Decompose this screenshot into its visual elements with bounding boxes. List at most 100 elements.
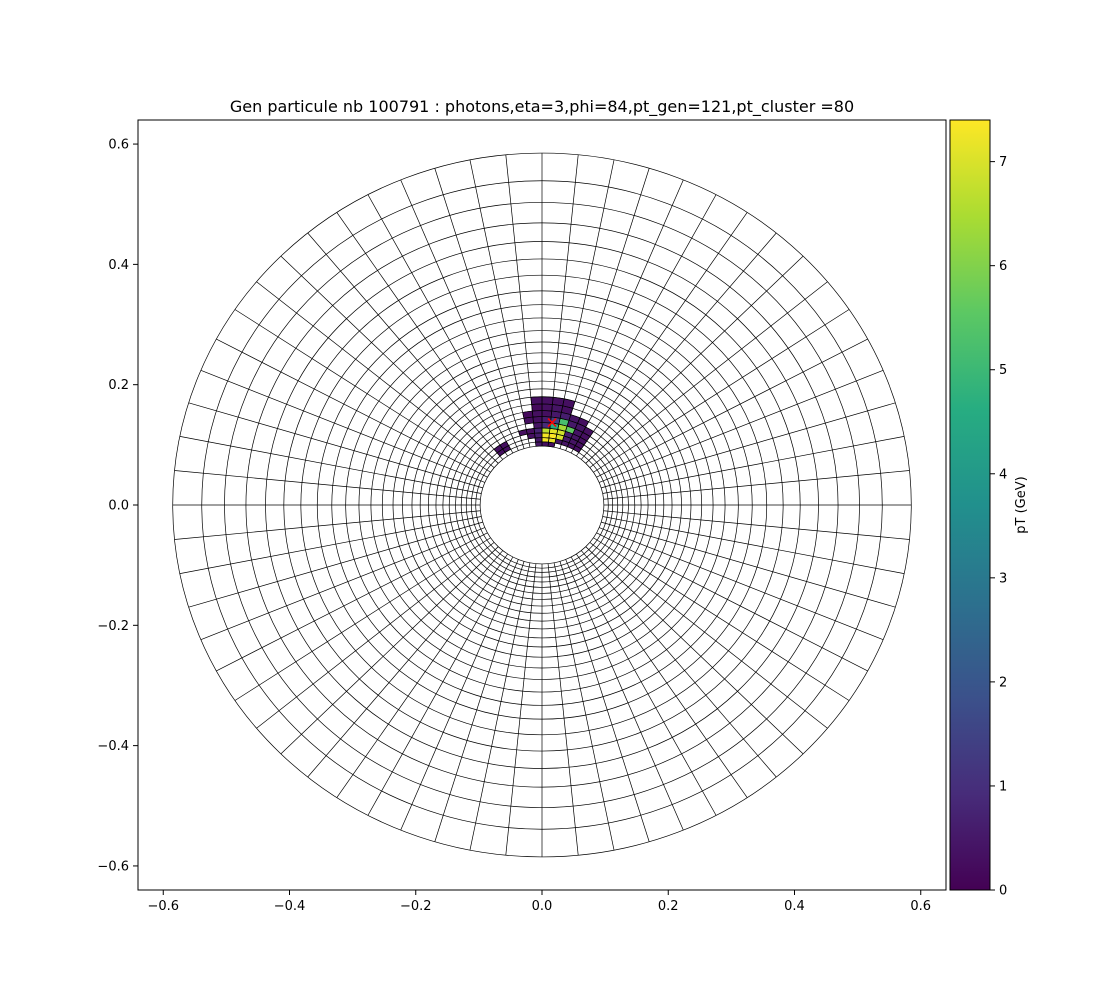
grid-spoke: [188, 521, 483, 608]
grid-spoke: [400, 179, 519, 451]
grid-spoke: [565, 559, 684, 831]
x-tick-label: −0.4: [274, 899, 306, 914]
y-tick-label: 0.4: [108, 258, 129, 273]
grid-spoke: [174, 510, 481, 540]
pt-cell: [532, 416, 543, 424]
pt-cell: [541, 432, 550, 439]
detector-grid: [172, 152, 912, 858]
grid-spoke: [553, 562, 615, 851]
grid-spoke: [469, 562, 531, 851]
grid-spoke: [601, 402, 896, 489]
grid-spoke: [434, 168, 525, 449]
grid-spoke: [589, 281, 828, 468]
grid-spoke: [336, 553, 508, 798]
grid-spoke: [593, 537, 850, 701]
grid-spoke: [174, 470, 481, 500]
y-axis: −0.6 −0.4 −0.2 0.0 0.2 0.4 0.6: [97, 138, 138, 874]
grid-spoke: [200, 370, 485, 483]
grid-spoke: [593, 309, 850, 473]
pt-cell: [541, 410, 553, 418]
colorbar-gradient: [949, 119, 991, 891]
x-tick-label: −0.2: [400, 899, 432, 914]
grid-spoke: [336, 212, 508, 457]
colorbar-label: pT (GeV): [1014, 476, 1029, 533]
pt-cell: [541, 403, 553, 412]
grid-spoke: [400, 559, 519, 831]
grid-spoke: [256, 542, 495, 729]
grid-spoke: [200, 527, 485, 640]
y-tick-label: 0.0: [108, 499, 129, 514]
grid-spoke: [603, 510, 910, 540]
x-tick-label: 0.2: [658, 899, 679, 914]
grid-spoke: [580, 550, 777, 778]
grid-spoke: [547, 563, 579, 856]
grid-spoke: [599, 527, 884, 640]
colorbar-ticks: 0 1 2 3 4 5 6 7: [990, 155, 1007, 899]
grid-spoke: [599, 370, 884, 483]
grid-spoke: [576, 212, 748, 457]
colorbar-tick-label: 6: [999, 259, 1007, 274]
x-tick-label: 0.0: [532, 899, 553, 914]
grid-spoke: [234, 537, 491, 701]
y-tick-label: −0.4: [97, 739, 129, 754]
gen-particle-marker: [547, 418, 557, 428]
grid-spoke: [553, 159, 615, 448]
grid-spoke: [216, 338, 488, 478]
pt-cell: [541, 427, 551, 434]
pt-cell: [541, 396, 554, 405]
grid-spoke: [576, 553, 748, 798]
x-tick-label: 0.6: [910, 899, 931, 914]
y-tick-label: −0.6: [97, 859, 129, 874]
grid-spoke: [589, 542, 828, 729]
y-tick-label: 0.6: [108, 138, 129, 153]
colorbar-tick-label: 7: [999, 155, 1007, 170]
grid-spoke: [256, 281, 495, 468]
grid-spoke: [505, 563, 537, 856]
grid-spoke: [601, 521, 896, 608]
grid-spoke: [580, 232, 777, 460]
colorbar-tick-label: 4: [999, 467, 1007, 482]
grid-spoke: [434, 561, 525, 842]
pt-cell: [541, 437, 550, 443]
grid-spoke: [559, 561, 650, 842]
x-tick-label: −0.6: [147, 899, 179, 914]
x-axis: −0.6 −0.4 −0.2 0.0 0.2 0.4 0.6: [147, 890, 931, 914]
grid-spoke: [570, 194, 717, 454]
grid-spoke: [596, 338, 868, 478]
grid-spoke: [505, 154, 537, 447]
pt-cell: [531, 403, 543, 412]
grid-spoke: [216, 532, 488, 672]
grid-spoke: [585, 546, 804, 755]
gen-marker-cross: [547, 418, 557, 428]
grid-spoke: [565, 179, 684, 451]
grid-spoke: [603, 470, 910, 500]
grid-spoke: [179, 516, 482, 574]
grid-spoke: [234, 309, 491, 473]
colorbar-tick-label: 3: [999, 571, 1007, 586]
colorbar: 0 1 2 3 4 5 6 7 pT (GeV): [949, 119, 1029, 899]
y-tick-label: 0.2: [108, 378, 129, 393]
pt-cell: [541, 441, 549, 447]
grid-spoke: [469, 159, 531, 448]
grid-spoke: [547, 154, 579, 447]
colorbar-tick-label: 1: [999, 779, 1007, 794]
x-tick-label: 0.4: [784, 899, 805, 914]
plot-area: [137, 119, 947, 891]
grid-spoke: [307, 232, 504, 460]
grid-spoke: [188, 402, 483, 489]
pt-cell: [535, 441, 543, 447]
pt-cell: [533, 427, 543, 434]
colorbar-tick-label: 0: [999, 884, 1007, 899]
pt-cell: [531, 410, 543, 418]
grid-spoke: [280, 546, 499, 755]
pt-cell: [530, 396, 543, 405]
grid-spoke: [367, 556, 514, 816]
grid-spoke: [307, 550, 504, 778]
grid-spoke: [367, 194, 514, 454]
grid-spoke: [280, 255, 499, 464]
grid-spoke: [570, 556, 717, 816]
chart-title: Gen particule nb 100791 : photons,eta=3,…: [230, 97, 854, 117]
pt-cell: [533, 422, 543, 429]
colorbar-tick-label: 5: [999, 363, 1007, 378]
